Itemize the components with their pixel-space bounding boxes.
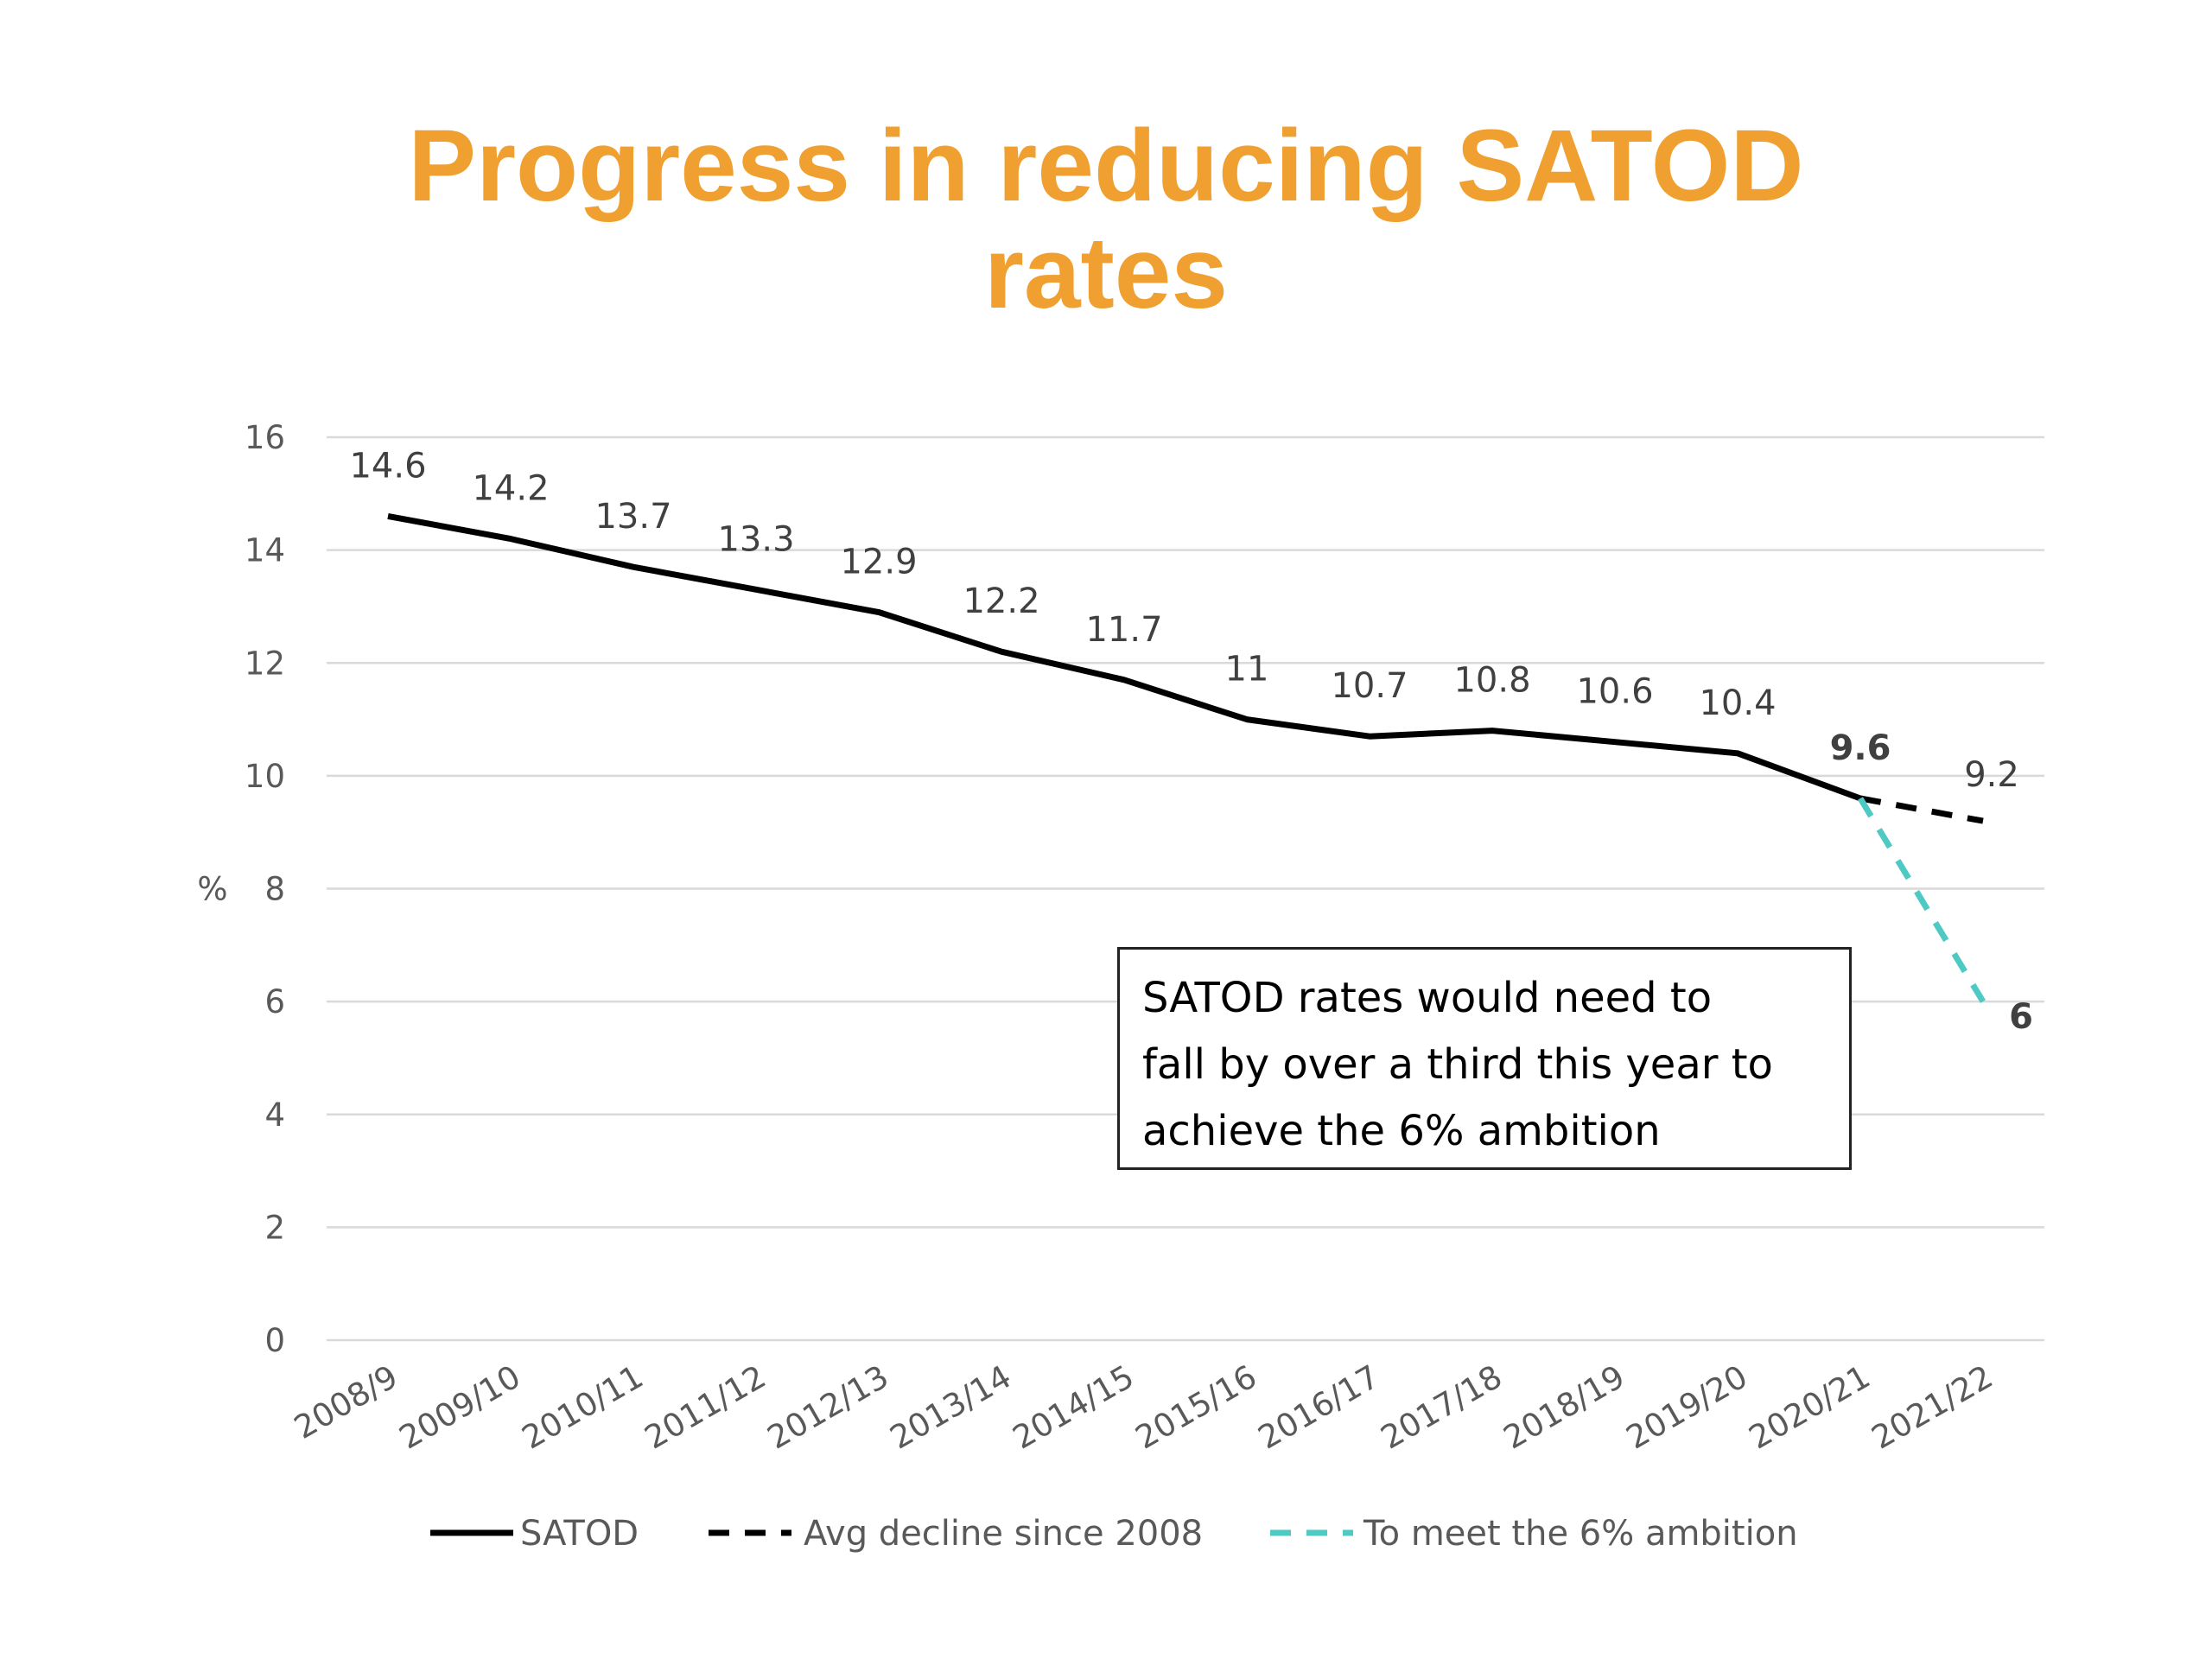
series-line-0 [387,512,1862,802]
data-label: 10.6 [1576,672,1653,712]
y-tick-label: 6 [264,983,285,1020]
x-tick-label: 2013/14 [884,1358,1018,1457]
y-tick-label: 0 [264,1322,285,1359]
y-tick-label: 16 [245,419,285,456]
annotation-box: SATOD rates would need to fall by over a… [1117,947,1852,1170]
x-tick-label: 2017/18 [1375,1358,1509,1457]
chart-title-line-2: rates [983,216,1229,330]
y-axis-label: % [197,871,227,908]
x-tick-label: 2012/13 [761,1358,895,1457]
x-tick-label: 2010/11 [516,1358,650,1457]
data-label: 10.4 [1699,683,1776,723]
y-tick-label: 4 [264,1096,285,1134]
data-label: 9.2 [1964,755,2019,795]
chart-title-line-1: Progress in reducing SATOD [408,109,1804,223]
y-tick-label: 12 [245,645,285,682]
y-tick-label: 14 [245,532,285,569]
x-tick-label: 2015/16 [1129,1358,1263,1457]
series-line-1 [1859,795,1984,824]
legend-label: SATOD [520,1514,639,1554]
data-label: 10.7 [1331,666,1408,706]
data-label: 14.6 [349,446,426,486]
legend-label: To meet the 6% ambition [1363,1514,1798,1554]
x-tick-label: 2016/17 [1252,1358,1386,1457]
x-tick-label: 2020/21 [1743,1358,1877,1457]
data-label: 12.9 [840,542,917,582]
y-tick-label: 8 [264,871,285,908]
data-label: 11.7 [1085,610,1162,650]
x-tick-label: 2011/12 [639,1358,772,1457]
x-tick-label: 2008/9 [288,1358,404,1446]
data-label: 12.2 [963,582,1039,621]
data-label: 13.7 [594,497,671,537]
data-label: 13.3 [717,519,794,559]
series-line-2 [1858,797,1986,1003]
x-tick-label: 2018/19 [1497,1358,1631,1457]
x-tick-label: 2009/10 [393,1358,527,1457]
data-label: 14.2 [472,469,549,509]
data-label: 10.8 [1453,661,1530,701]
x-tick-label: 2019/20 [1620,1358,1754,1457]
data-label: 6 [2009,997,2033,1037]
y-tick-label: 10 [245,758,285,795]
y-tick-label: 2 [264,1209,285,1246]
data-label: 9.6 [1830,728,1891,768]
legend-label: Avg decline since 2008 [804,1514,1203,1554]
x-tick-label: 2014/15 [1007,1358,1141,1457]
x-tick-label: 2021/22 [1866,1358,1999,1457]
chart-title: Progress in reducing SATOD rates [0,112,2212,327]
data-label: 11 [1225,650,1269,690]
